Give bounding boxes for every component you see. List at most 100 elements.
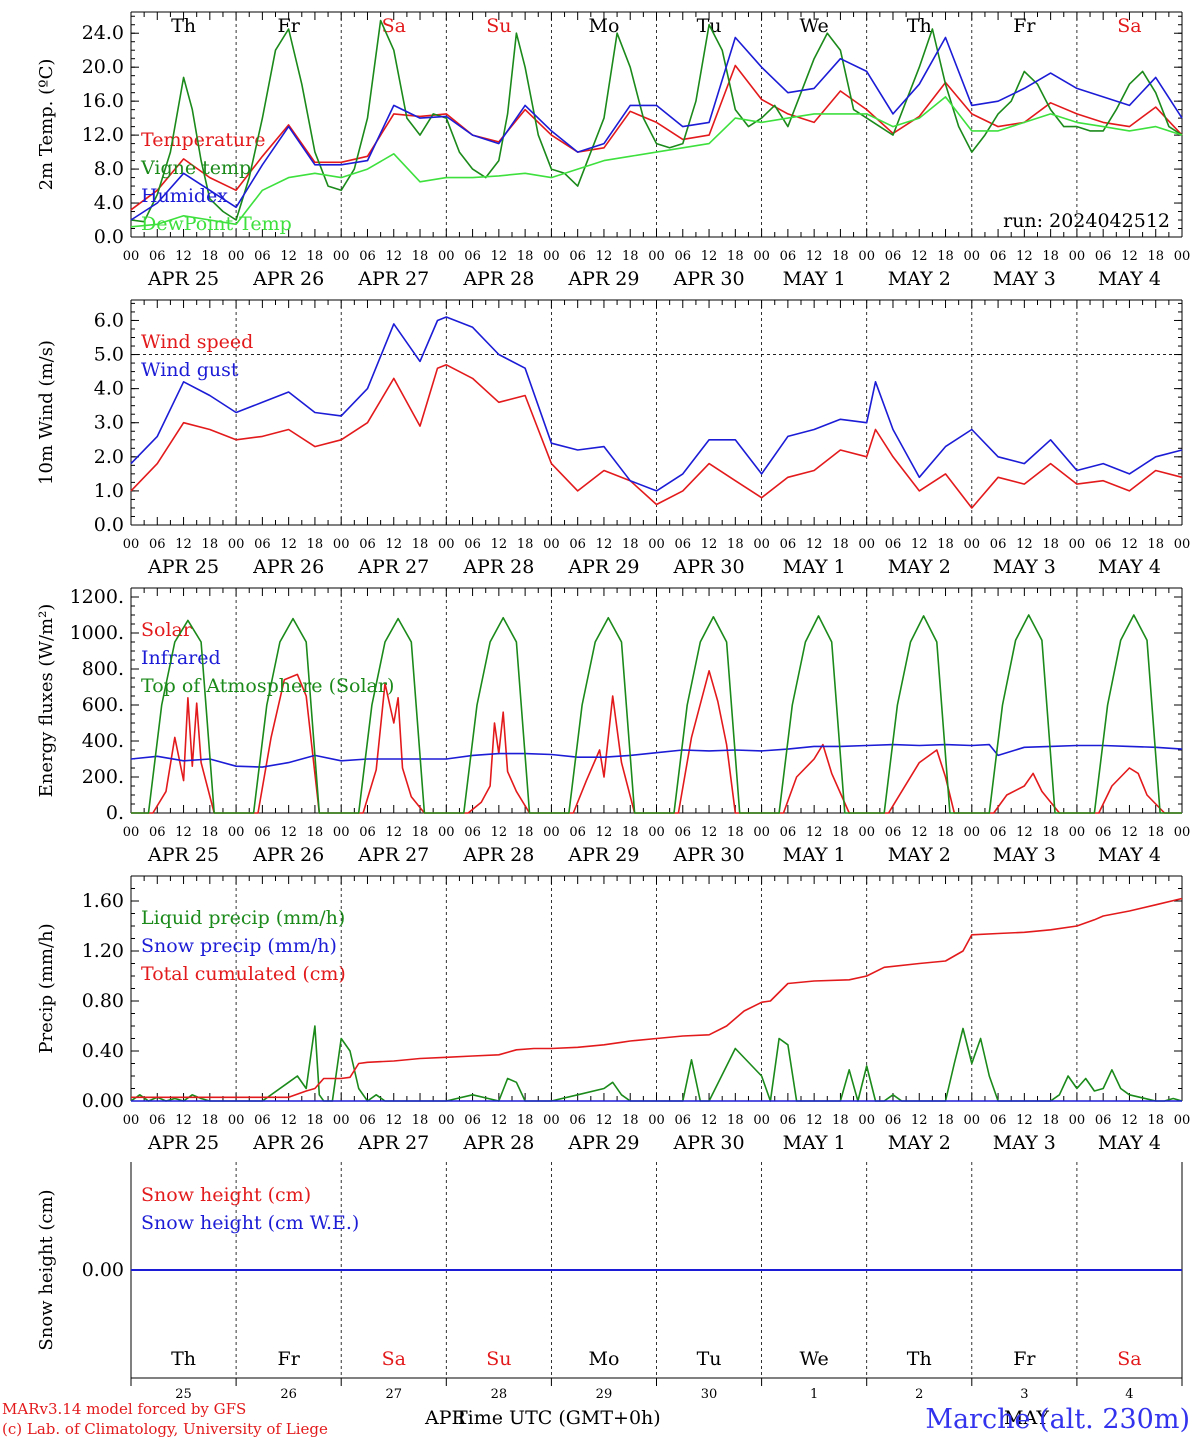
hour-tick-label: 00 <box>333 537 350 552</box>
hour-tick-label: 18 <box>1147 1113 1164 1128</box>
hour-tick-label: 12 <box>491 249 508 264</box>
hour-tick-label: 00 <box>753 249 770 264</box>
hour-tick-label: 00 <box>648 1113 665 1128</box>
day-label: APR 30 <box>673 556 745 578</box>
hour-tick-label: 06 <box>675 1113 692 1128</box>
legend-entry: Snow height (cm W.E.) <box>141 1212 359 1234</box>
day-label: APR 29 <box>567 268 639 290</box>
hour-tick-label: 12 <box>280 537 297 552</box>
legend-entry: Wind gust <box>141 359 239 381</box>
hour-tick-label: 06 <box>149 537 166 552</box>
day-label: APR 28 <box>462 556 534 578</box>
legend-entry: Liquid precip (mm/h) <box>141 907 345 929</box>
hour-tick-label: 18 <box>832 825 849 840</box>
hour-tick-label: 00 <box>543 825 560 840</box>
day-label: APR 25 <box>147 268 219 290</box>
legend-entry: Total cumulated (cm) <box>141 963 346 985</box>
hour-tick-label: 18 <box>517 249 534 264</box>
day-label: MAY 3 <box>993 268 1056 290</box>
run-label: run: 2024042512 <box>1003 210 1170 232</box>
hour-tick-label: 00 <box>753 537 770 552</box>
day-label: APR 27 <box>357 1132 429 1154</box>
hour-tick-label: 12 <box>175 1113 192 1128</box>
hour-tick-label: 00 <box>1174 249 1191 264</box>
y-tick-label: 1200. <box>70 586 124 608</box>
station-label: Marche (alt. 230m) <box>925 1404 1190 1435</box>
weekday-label: Th <box>171 1348 196 1370</box>
hour-tick-label: 12 <box>385 1113 402 1128</box>
hour-tick-label: 12 <box>280 249 297 264</box>
weekday-label: Th <box>907 15 932 37</box>
weekday-label: Sa <box>1117 15 1141 37</box>
panel-energy: 00 06 12 18 00 06 12 18 00 06 12 18 00 06 12 18 00 06 12 18… <box>36 586 1190 866</box>
y-axis-label: Energy fluxes (W/m²) <box>36 604 57 798</box>
hour-tick-label: 06 <box>1095 1113 1112 1128</box>
credit-line-2: (c) Lab. of Climatology, University of L… <box>2 1420 328 1438</box>
legend-entry: Temperature <box>141 129 265 151</box>
weekday-label: Th <box>907 1348 932 1370</box>
day-label: APR 26 <box>252 844 324 866</box>
y-tick-label: 0.80 <box>82 990 124 1012</box>
panel-precip: 00 06 12 18 00 06 12 18 00 06 12 18 00 06 12 18 00 06 12 18… <box>36 875 1190 1154</box>
hour-tick-label: 00 <box>543 249 560 264</box>
hour-tick-label: 18 <box>937 249 954 264</box>
y-tick-label: 2.0 <box>94 446 124 468</box>
hour-tick-label: 18 <box>412 537 429 552</box>
day-number-label: 25 <box>175 1387 192 1402</box>
hour-tick-label: 12 <box>385 825 402 840</box>
hour-tick-label: 00 <box>964 249 981 264</box>
hour-tick-label: 06 <box>254 1113 271 1128</box>
hour-tick-label: 00 <box>228 537 245 552</box>
hour-tick-label: 00 <box>1069 825 1086 840</box>
hour-tick-label: 06 <box>675 825 692 840</box>
series-line-infrared <box>130 743 1183 768</box>
hour-tick-label: 00 <box>543 537 560 552</box>
hour-tick-label: 18 <box>1042 1113 1059 1128</box>
hour-tick-label: 18 <box>832 249 849 264</box>
hour-tick-label: 00 <box>964 537 981 552</box>
hour-tick-label: 06 <box>885 1113 902 1128</box>
hour-tick-label: 12 <box>280 1113 297 1128</box>
hour-tick-label: 18 <box>517 537 534 552</box>
hour-tick-label: 12 <box>175 537 192 552</box>
hour-tick-label: 12 <box>596 249 613 264</box>
hour-tick-label: 12 <box>1016 537 1033 552</box>
hour-tick-label: 06 <box>990 1113 1007 1128</box>
hour-tick-label: 06 <box>569 1113 586 1128</box>
y-tick-label: 8.0 <box>94 158 124 180</box>
day-label: APR 29 <box>567 556 639 578</box>
legend-entry: Snow precip (mm/h) <box>141 935 337 957</box>
hour-tick-label: 12 <box>701 1113 718 1128</box>
panel-temperature: 00 06 12 18 00 06 12 18 00 06 12 18 00 06 12 18 00 06 12 18… <box>36 11 1191 290</box>
hour-tick-label: 06 <box>885 537 902 552</box>
hour-tick-label: 12 <box>385 537 402 552</box>
y-tick-label: 1.60 <box>82 890 124 912</box>
day-label: APR 25 <box>147 1132 219 1154</box>
y-tick-label: 0.0 <box>94 226 124 248</box>
y-tick-label: 0. <box>106 802 124 824</box>
hour-tick-label: 06 <box>990 537 1007 552</box>
hour-tick-label: 12 <box>701 825 718 840</box>
hour-tick-label: 18 <box>622 249 639 264</box>
hour-tick-label: 00 <box>438 537 455 552</box>
hour-tick-label: 18 <box>622 825 639 840</box>
hour-tick-label: 12 <box>911 249 928 264</box>
y-tick-label: 6.0 <box>94 309 124 331</box>
y-tick-label: 0.0 <box>94 514 124 536</box>
hour-tick-label: 06 <box>254 825 271 840</box>
hour-tick-label: 12 <box>911 825 928 840</box>
hour-tick-label: 06 <box>359 537 376 552</box>
hour-tick-label: 12 <box>175 249 192 264</box>
hour-tick-label: 06 <box>149 1113 166 1128</box>
weekday-label: Fr <box>1013 1348 1036 1370</box>
y-tick-label: 12.0 <box>82 124 124 146</box>
hour-tick-label: 06 <box>254 537 271 552</box>
hour-tick-label: 06 <box>464 249 481 264</box>
y-axis-label: Precip (mm/h) <box>36 923 57 1053</box>
day-label: MAY 4 <box>1098 556 1161 578</box>
hour-tick-label: 00 <box>753 825 770 840</box>
weekday-label: We <box>800 15 829 37</box>
day-label: APR 27 <box>357 844 429 866</box>
panel-snow: 25 26 27 28 29 30 1 2 3 4 Th Fr Sa Su Mo Tu We Th Fr Sa 0.00… <box>36 1162 1183 1402</box>
weekday-label: Sa <box>1117 1348 1141 1370</box>
